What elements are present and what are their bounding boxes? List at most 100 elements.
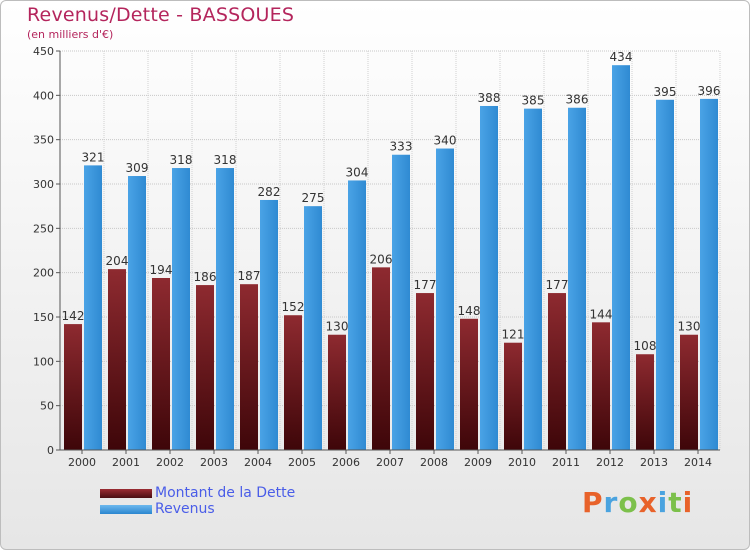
bar-dette [196, 285, 214, 450]
data-label-dette: 142 [62, 309, 85, 323]
chart-subtitle: (en milliers d'€) [27, 28, 114, 41]
data-label-dette: 144 [590, 307, 613, 321]
y-tick-label: 250 [33, 222, 54, 235]
data-label-revenus: 282 [258, 185, 281, 199]
bar-revenus [392, 154, 410, 451]
data-label-revenus: 275 [302, 191, 325, 205]
bar-revenus [304, 206, 322, 450]
data-label-revenus: 388 [478, 91, 501, 105]
data-label-dette: 177 [414, 278, 437, 292]
logo-letter: i [657, 486, 669, 519]
x-tick-label: 2005 [288, 456, 316, 469]
y-tick-label: 400 [33, 89, 54, 102]
axes: 0 50 100 150 200 250 300 350 400 450 2000 2001 2002 2… [33, 45, 720, 469]
x-tick-label: 2008 [420, 456, 448, 469]
logo-letter: x [638, 486, 658, 519]
bar-dette [504, 342, 522, 450]
x-tick-label: 2003 [200, 456, 228, 469]
bars [64, 65, 718, 451]
y-tick-label: 150 [33, 311, 54, 324]
bar-revenus [128, 176, 146, 450]
data-label-revenus: 340 [434, 134, 457, 148]
bar-dette [680, 334, 698, 450]
y-tick-label: 50 [40, 400, 54, 413]
y-tick-label: 200 [33, 267, 54, 280]
y-tick-label: 350 [33, 134, 54, 147]
data-label-dette: 206 [370, 252, 393, 266]
x-tick-label: 2011 [552, 456, 580, 469]
y-tick-label: 100 [33, 355, 54, 368]
x-tick-label: 2007 [376, 456, 404, 469]
y-tick-label: 300 [33, 178, 54, 191]
bar-revenus [84, 165, 102, 450]
data-label-revenus: 309 [126, 161, 149, 175]
bar-dette [240, 284, 258, 450]
data-label-revenus: 385 [522, 94, 545, 108]
data-label-revenus: 395 [654, 85, 677, 99]
bar-dette [108, 269, 126, 450]
legend-swatch-revenus [100, 505, 152, 514]
logo-letter: P [582, 486, 604, 519]
data-label-revenus: 386 [566, 93, 589, 107]
x-tick-label: 2001 [112, 456, 140, 469]
bar-dette [328, 334, 346, 450]
bar-dette [460, 318, 478, 450]
data-label-dette: 204 [106, 254, 129, 268]
data-label-dette: 121 [502, 328, 525, 342]
data-label-dette: 177 [546, 278, 569, 292]
data-label-revenus: 396 [698, 84, 721, 98]
logo-letter: r [603, 486, 619, 519]
proxiti-logo: Proxiti [582, 486, 693, 519]
data-label-dette: 152 [282, 300, 305, 314]
bar-revenus [436, 148, 454, 451]
x-tick-label: 2012 [596, 456, 624, 469]
bar-dette [548, 293, 566, 450]
data-label-dette: 148 [458, 304, 481, 318]
bar-revenus [480, 105, 498, 451]
bar-dette [416, 293, 434, 450]
logo-letter: o [618, 486, 639, 519]
bar-revenus [612, 65, 630, 450]
x-tick-label: 2004 [244, 456, 272, 469]
data-label-revenus: 321 [82, 150, 105, 164]
legend-label-dette: Montant de la Dette [155, 485, 296, 501]
data-label-dette: 186 [194, 270, 217, 284]
bar-revenus [568, 107, 586, 450]
bar-dette [592, 322, 610, 450]
y-tick-label: 0 [47, 444, 54, 457]
bar-revenus [656, 99, 674, 451]
data-label-dette: 194 [150, 263, 173, 277]
x-tick-label: 2009 [464, 456, 492, 469]
bar-revenus [524, 108, 542, 450]
data-label-revenus: 318 [214, 153, 237, 167]
bar-dette [636, 354, 654, 450]
bar-revenus [260, 199, 278, 450]
data-label-dette: 108 [634, 339, 657, 353]
bar-revenus [216, 168, 234, 451]
chart-title: Revenus/Dette - BASSOUES [27, 4, 295, 26]
bar-revenus [172, 168, 190, 451]
data-label-dette: 130 [678, 320, 701, 334]
data-label-dette: 187 [238, 269, 261, 283]
bar-dette [64, 324, 82, 450]
data-label-revenus: 304 [346, 165, 369, 179]
x-tick-label: 2014 [684, 456, 712, 469]
data-label-revenus: 434 [610, 50, 633, 64]
logo-letter: i [682, 486, 694, 519]
x-tick-label: 2013 [640, 456, 668, 469]
bar-revenus [348, 180, 366, 450]
bar-dette [284, 315, 302, 450]
legend-swatch-dette [100, 489, 152, 498]
data-labels: 142 321 204 309 194 318 186 318 187 282 152 275 130 3… [62, 50, 721, 353]
x-tick-label: 2000 [68, 456, 96, 469]
y-tick-label: 450 [33, 45, 54, 58]
x-tick-label: 2002 [156, 456, 184, 469]
x-tick-label: 2010 [508, 456, 536, 469]
data-label-revenus: 333 [390, 140, 413, 154]
x-tick-label: 2006 [332, 456, 360, 469]
bar-revenus [700, 98, 718, 450]
bar-dette [372, 267, 390, 450]
legend-label-revenus: Revenus [155, 501, 215, 517]
bar-dette [152, 277, 170, 450]
